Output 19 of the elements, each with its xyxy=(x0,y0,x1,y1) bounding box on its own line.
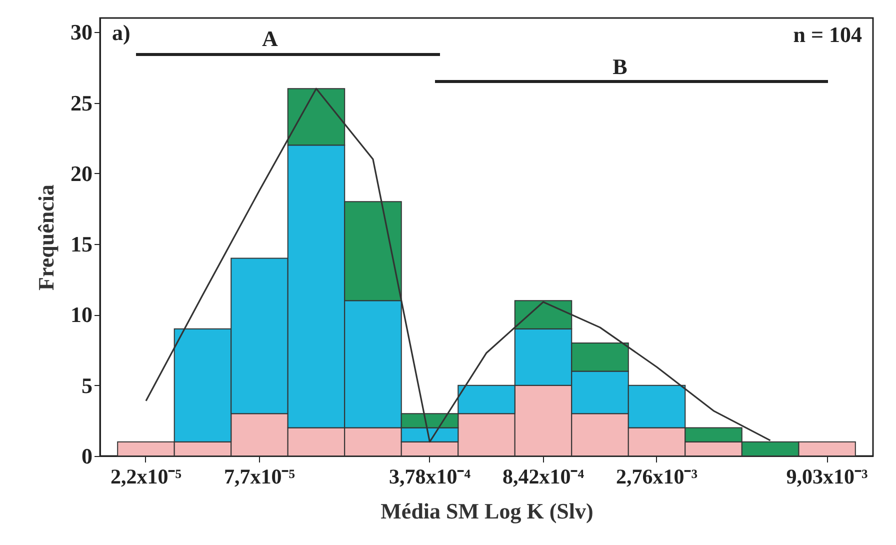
annotation: B xyxy=(612,54,628,80)
annotation: A xyxy=(262,26,278,52)
x-tick-label: 2,2x10⁻⁵ xyxy=(110,464,182,488)
y-tick-label: 20 xyxy=(70,160,92,186)
y-tick-label: 15 xyxy=(70,232,92,257)
y-tick-label: 5 xyxy=(82,372,92,398)
x-tick-label: 2,76x10⁻³ xyxy=(616,464,698,488)
y-tick-label: 10 xyxy=(70,302,92,328)
y-tick-label: 0 xyxy=(82,444,92,468)
y-tick-label: 25 xyxy=(70,90,92,116)
annotation: a) xyxy=(112,20,130,46)
annotation: n = 104 xyxy=(793,22,862,48)
x-axis-title: Média SM Log K (Slv) xyxy=(380,498,594,524)
x-tick-label: 3,78x10⁻⁴ xyxy=(388,464,472,488)
x-tick-label: 9,03x10⁻³ xyxy=(786,464,868,488)
y-tick-label: 30 xyxy=(70,20,92,45)
y-axis-title: Frequência xyxy=(34,184,58,290)
x-tick-label: 7,7x10⁻⁵ xyxy=(224,464,296,488)
x-tick-label: 8,42x10⁻⁴ xyxy=(502,464,585,488)
